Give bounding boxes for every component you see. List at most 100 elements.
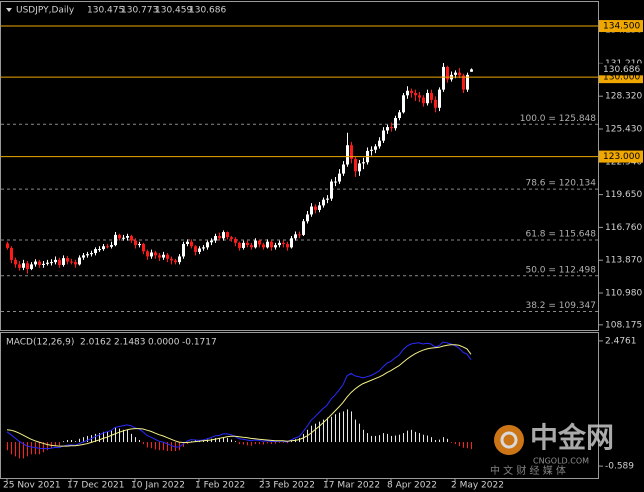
candle-body [266,241,269,248]
candle-body [438,89,441,108]
candle-body [374,146,377,150]
level-tag [599,150,643,163]
candle-body [206,242,209,248]
histogram-bar [359,423,360,443]
histogram-bar [159,442,160,451]
candle-body [222,232,225,239]
candle-body [218,236,221,239]
candle-body [142,243,145,252]
histogram-bar [255,442,256,445]
watermark: 中金网 CNGOLD.COM 中 文 财 经 媒 体 [490,421,614,477]
histogram-bar [403,433,404,443]
watermark-logo-mark [500,431,518,449]
macd-header-value: 0.0000 [148,338,180,348]
y-tick-label: -0.589 [605,462,634,472]
candle-body [274,245,277,248]
histogram-bar [267,442,268,444]
macd-header-value: 2.0162 [80,338,112,348]
fib-label: 78.6 = 120.134 [525,179,596,189]
candle-body [326,198,329,200]
histogram-bar [331,416,332,443]
macd-header-value: -0.1717 [182,338,217,348]
histogram-bar [115,427,116,443]
candle-body [26,263,29,269]
candle-body [194,246,197,252]
level-tag-label: 134.500 [603,22,640,32]
candle-body [390,127,393,129]
histogram-bar [439,439,440,443]
histogram-bar [87,435,88,443]
histogram-bar [247,442,248,446]
histogram-bar [187,442,188,445]
candle-body [22,263,25,268]
candle-body [350,145,353,159]
histogram-bar [463,442,464,448]
candle-body [14,259,17,265]
histogram-bar [335,414,336,443]
histogram-bar [7,442,8,451]
watermark-site: CNGOLD.COM [533,457,589,466]
histogram-bar [299,437,300,443]
candle-body [38,261,41,265]
histogram-bar [327,417,328,443]
histogram-bar [467,442,468,449]
candle-body [126,236,129,238]
macd-title: MACD(12,26,9) [6,338,74,348]
histogram-bar [163,442,164,451]
candle-body [402,95,405,113]
histogram-bar [367,433,368,443]
candle-body [230,237,233,239]
histogram-bar [343,411,344,443]
fib-label: 61.8 = 115.648 [525,230,596,240]
candle-body [190,241,193,247]
histogram-bar [283,442,284,443]
candle-body [422,97,425,104]
candle-body [186,241,189,244]
histogram-bar [275,442,276,444]
candle-body [118,234,121,239]
x-tick-label: 2 May 2022 [451,481,504,491]
candle-body [466,74,469,90]
histogram-bar [447,438,448,443]
candle-body [394,117,397,129]
candle-body [18,264,21,268]
candle-body [58,259,61,265]
x-tick-label: 8 Apr 2022 [387,481,437,491]
candle-body [382,130,385,141]
candle-body [414,93,417,96]
histogram-bar [15,442,16,457]
histogram-bar [67,440,68,443]
x-tick-label: 25 Nov 2021 [3,481,61,491]
candle-body [358,163,361,172]
candle-body [182,243,185,257]
candle-body [258,240,261,245]
histogram-bar [471,442,472,450]
histogram-bar [419,433,420,443]
histogram-bar [143,442,144,445]
histogram-bar [99,433,100,443]
candle-body [254,240,257,248]
histogram-bar [71,440,72,443]
histogram-bar [95,433,96,443]
histogram-bar [451,442,452,443]
candle-body [246,242,249,246]
candle-body [270,241,273,248]
candle-body [342,164,345,174]
histogram-bar [407,430,408,443]
histogram-bar [79,438,80,443]
candle-body [310,206,313,215]
histogram-bar [23,442,24,459]
histogram-bar [131,433,132,443]
candle-body [178,256,181,263]
candle-body [418,95,421,98]
histogram-bar [167,442,168,452]
histogram-bar [227,437,228,443]
histogram-bar [347,409,348,443]
candle-body [370,149,373,151]
histogram-bar [423,434,424,443]
histogram-bar [387,433,388,443]
x-tick-label: 23 Feb 2022 [259,481,315,491]
y-tick-label: 110.980 [605,289,642,299]
histogram-bar [279,442,280,443]
